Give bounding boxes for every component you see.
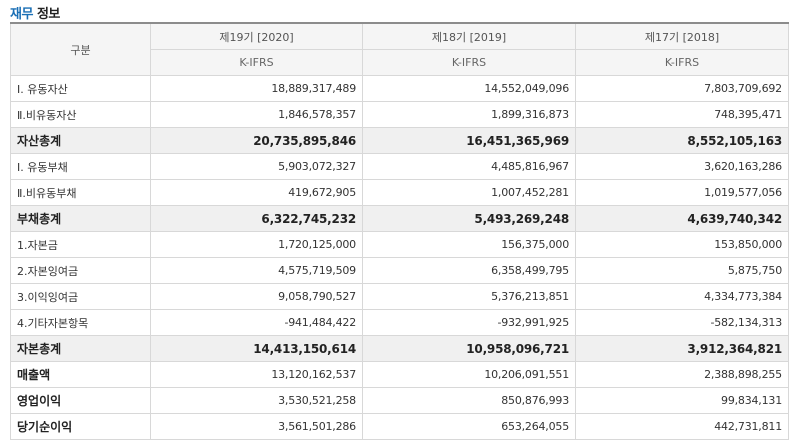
value-cell: 4,575,719,509	[150, 257, 363, 284]
financial-table: 구분 제19기 [2020] 제18기 [2019] 제17기 [2018] K…	[10, 22, 789, 440]
row-label: Ⅰ. 유동자산	[10, 75, 151, 102]
column-standard-2018: K-IFRS	[575, 49, 789, 76]
table-row: Ⅱ.비유동자산 1,846,578,357 1,899,316,873 748,395…	[10, 101, 789, 128]
value-cell: 16,451,365,969	[362, 127, 576, 154]
value-cell: 748,395,471	[575, 101, 789, 128]
value-cell: 3,561,501,286	[150, 413, 363, 440]
value-cell: -582,134,313	[575, 309, 789, 336]
row-label: Ⅱ.비유동자산	[10, 101, 151, 128]
value-cell: 3,620,163,286	[575, 153, 789, 180]
value-cell: 1,899,316,873	[362, 101, 576, 128]
value-cell: 99,834,131	[575, 387, 789, 414]
row-label: 부채총계	[10, 205, 151, 232]
value-cell: 1,007,452,281	[362, 179, 576, 206]
value-cell: 10,206,091,551	[362, 361, 576, 388]
table-row: 부채총계 6,322,745,232 5,493,269,248 4,639,740,…	[10, 205, 789, 232]
value-cell: 156,375,000	[362, 231, 576, 258]
row-header-label: 구분	[10, 22, 151, 76]
table-row: 영업이익 3,530,521,258 850,876,993 99,834,131	[10, 387, 789, 414]
value-cell: 153,850,000	[575, 231, 789, 258]
column-standard-2020: K-IFRS	[150, 49, 363, 76]
table-row: Ⅱ.비유동부채 419,672,905 1,007,452,281 1,019,577…	[10, 179, 789, 206]
value-cell: 14,413,150,614	[150, 335, 363, 362]
value-cell: 850,876,993	[362, 387, 576, 414]
value-cell: 9,058,790,527	[150, 283, 363, 310]
value-cell: 442,731,811	[575, 413, 789, 440]
value-cell: 10,958,096,721	[362, 335, 576, 362]
table-row: 1.자본금 1,720,125,000 156,375,000 153,850,000	[10, 231, 789, 258]
value-cell: 4,485,816,967	[362, 153, 576, 180]
row-label: 3.이익잉여금	[10, 283, 151, 310]
table-row: 자본총계 14,413,150,614 10,958,096,721 3,912,36…	[10, 335, 789, 362]
value-cell: 1,720,125,000	[150, 231, 363, 258]
column-period-2018: 제17기 [2018]	[575, 22, 789, 50]
row-label: 자본총계	[10, 335, 151, 362]
table-row: 2.자본잉여금 4,575,719,509 6,358,499,795 5,875,7…	[10, 257, 789, 284]
value-cell: 4,639,740,342	[575, 205, 789, 232]
row-label: 4.기타자본항목	[10, 309, 151, 336]
value-cell: 20,735,895,846	[150, 127, 363, 154]
table-row: 매출액 13,120,162,537 10,206,091,551 2,388,898…	[10, 361, 789, 388]
table-row: 4.기타자본항목 -941,484,422 -932,991,925 -582,134…	[10, 309, 789, 336]
row-label: 2.자본잉여금	[10, 257, 151, 284]
row-label: Ⅰ. 유동부채	[10, 153, 151, 180]
table-row: Ⅰ. 유동부채 5,903,072,327 4,485,816,967 3,620,1…	[10, 153, 789, 180]
value-cell: 653,264,055	[362, 413, 576, 440]
row-label: 1.자본금	[10, 231, 151, 258]
page-title-rest: 정보	[32, 7, 60, 22]
value-cell: 2,388,898,255	[575, 361, 789, 388]
row-label: 자산총계	[10, 127, 151, 154]
value-cell: 3,530,521,258	[150, 387, 363, 414]
value-cell: 6,322,745,232	[150, 205, 363, 232]
column-period-2019: 제18기 [2019]	[362, 22, 576, 50]
table-row: Ⅰ. 유동자산 18,889,317,489 14,552,049,096 7,803…	[10, 75, 789, 102]
row-label: 영업이익	[10, 387, 151, 414]
value-cell: 1,019,577,056	[575, 179, 789, 206]
value-cell: 13,120,162,537	[150, 361, 363, 388]
value-cell: 5,875,750	[575, 257, 789, 284]
value-cell: 7,803,709,692	[575, 75, 789, 102]
table-row: 당기순이익 3,561,501,286 653,264,055 442,731,811	[10, 413, 789, 440]
table-header: 구분 제19기 [2020] 제18기 [2019] 제17기 [2018] K…	[10, 22, 789, 76]
column-period-2020: 제19기 [2020]	[150, 22, 363, 50]
value-cell: 3,912,364,821	[575, 335, 789, 362]
value-cell: 14,552,049,096	[362, 75, 576, 102]
value-cell: -932,991,925	[362, 309, 576, 336]
column-standard-2019: K-IFRS	[362, 49, 576, 76]
value-cell: 8,552,105,163	[575, 127, 789, 154]
value-cell: 5,376,213,851	[362, 283, 576, 310]
value-cell: 18,889,317,489	[150, 75, 363, 102]
page-title: 재무 정보	[10, 3, 60, 22]
row-label: Ⅱ.비유동부채	[10, 179, 151, 206]
table-row: 3.이익잉여금 9,058,790,527 5,376,213,851 4,334,7…	[10, 283, 789, 310]
value-cell: -941,484,422	[150, 309, 363, 336]
value-cell: 4,334,773,384	[575, 283, 789, 310]
page-title-accent: 재무	[10, 7, 33, 22]
value-cell: 1,846,578,357	[150, 101, 363, 128]
value-cell: 5,493,269,248	[362, 205, 576, 232]
table-body: Ⅰ. 유동자산 18,889,317,489 14,552,049,096 7,803…	[10, 75, 789, 440]
row-label: 매출액	[10, 361, 151, 388]
value-cell: 419,672,905	[150, 179, 363, 206]
table-row: 자산총계 20,735,895,846 16,451,365,969 8,552,10…	[10, 127, 789, 154]
row-label: 당기순이익	[10, 413, 151, 440]
value-cell: 6,358,499,795	[362, 257, 576, 284]
value-cell: 5,903,072,327	[150, 153, 363, 180]
